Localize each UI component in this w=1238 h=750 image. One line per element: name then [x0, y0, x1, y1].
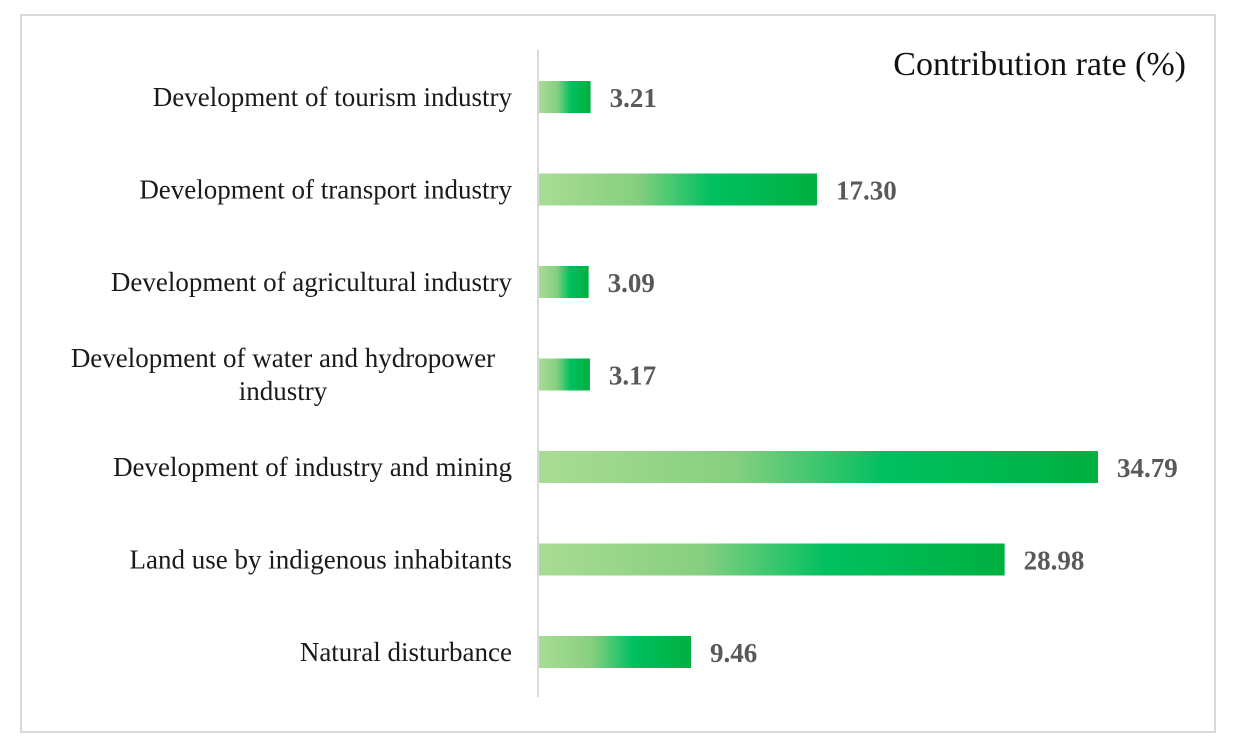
category-label: Land use by indigenous inhabitants — [130, 545, 512, 575]
value-label: 9.46 — [710, 638, 757, 668]
bar-7 — [539, 636, 692, 668]
value-label: 3.17 — [609, 361, 656, 391]
value-label: 28.98 — [1024, 546, 1085, 576]
value-label: 3.21 — [610, 83, 657, 113]
bar-1 — [539, 81, 591, 113]
bar-6 — [539, 543, 1005, 576]
value-label: 3.09 — [608, 268, 655, 298]
bar-2 — [539, 173, 817, 206]
category-label: Development of industry and mining — [113, 452, 512, 482]
bar-4 — [539, 358, 590, 391]
chart-frame — [20, 14, 1216, 733]
chart-title: Contribution rate (%) — [893, 46, 1186, 83]
bar-3 — [539, 266, 589, 298]
category-label: Development of agricultural industry — [111, 267, 513, 297]
bar-5 — [539, 451, 1098, 483]
value-label: 34.79 — [1117, 453, 1178, 483]
category-label: Natural disturbance — [300, 637, 512, 667]
category-label: Development of tourism industry — [153, 82, 513, 112]
category-label: Development of transport industry — [139, 175, 512, 205]
category-label: Development of water and hydropower indus… — [71, 343, 495, 406]
category-label-line: Development of water and hydropower — [71, 343, 495, 373]
value-label: 17.30 — [836, 176, 897, 206]
category-label-line: industry — [239, 376, 328, 406]
